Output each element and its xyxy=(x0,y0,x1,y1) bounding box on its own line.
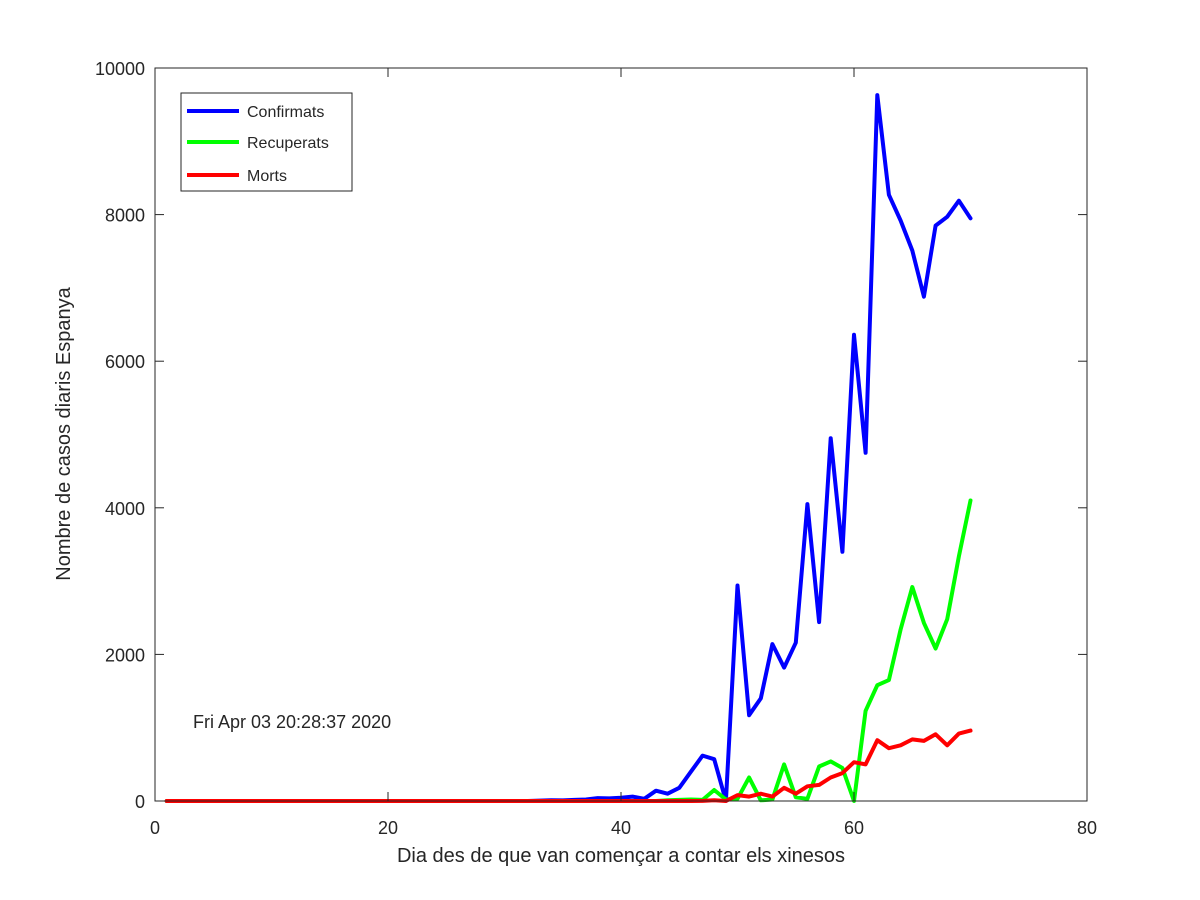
legend-label-recuperats: Recuperats xyxy=(247,135,329,152)
x-tick-label: 40 xyxy=(611,818,631,838)
x-tick-label: 60 xyxy=(844,818,864,838)
axes-layer xyxy=(154,67,1088,802)
y-tick-label: 4000 xyxy=(105,499,145,519)
legend: Confirmats Recuperats Morts xyxy=(180,92,353,192)
y-tick-label: 10000 xyxy=(95,59,145,79)
x-tick-label: 20 xyxy=(378,818,398,838)
tick-labels: 0 20 40 60 80 0 2000 4000 6000 8000 10000 xyxy=(95,59,1097,838)
y-tick-label: 6000 xyxy=(105,352,145,372)
y-tick-label: 0 xyxy=(135,792,145,812)
x-axis-label: Dia des de que van començar a contar els… xyxy=(397,845,845,867)
x-tick-label: 80 xyxy=(1077,818,1097,838)
timestamp-annotation: Fri Apr 03 20:28:37 2020 xyxy=(193,712,391,732)
legend-label-confirmats: Confirmats xyxy=(247,104,324,121)
y-tick-label: 8000 xyxy=(105,206,145,226)
y-axis-label: Nombre de casos diaris Espanya xyxy=(53,286,75,580)
x-tick-label: 0 xyxy=(150,818,160,838)
legend-label-morts: Morts xyxy=(247,168,287,185)
y-tick-label: 2000 xyxy=(105,645,145,665)
